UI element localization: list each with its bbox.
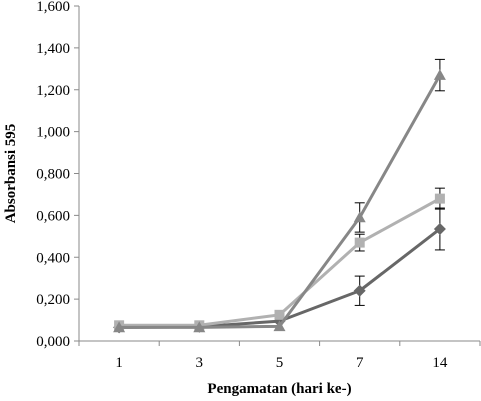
x-tick-label: 7 (356, 355, 364, 371)
y-axis-title: Absorbansi 595 (3, 124, 19, 224)
data-point-triangle (433, 69, 446, 80)
y-tick-label: 0,600 (36, 208, 70, 224)
data-point-triangle (193, 321, 206, 333)
data-point-triangle (353, 211, 366, 223)
series-line (119, 197, 441, 327)
y-tick-label: 1,600 (36, 0, 70, 15)
data-point-diamond (353, 284, 366, 297)
labels-layer: 0,000 0,200 0,400 0,600 0,800 1,000 1,200 1,400… (3, 0, 448, 397)
series-3 (113, 58, 446, 333)
axes (74, 5, 481, 346)
data-point-diamond (433, 222, 446, 235)
y-tick-label: 1,400 (36, 41, 70, 57)
data-point-square (354, 237, 365, 248)
y-tick-label: 0,800 (36, 167, 70, 183)
data-point-triangle (113, 321, 126, 333)
y-tick-label: 1,000 (36, 125, 70, 141)
data-point-square (434, 193, 445, 204)
x-tick-label: 1 (115, 355, 123, 371)
data-point-square (274, 309, 285, 320)
data-point-triangle (273, 320, 286, 332)
series-line (119, 74, 442, 329)
series-layer (113, 58, 446, 334)
x-tick-label: 5 (276, 355, 284, 371)
y-tick-label: 0,200 (36, 292, 70, 308)
x-tick-label: 14 (432, 355, 448, 371)
x-tick-label: 3 (196, 355, 204, 371)
y-tick-label: 1,200 (36, 83, 70, 99)
y-tick-label: 0,000 (36, 334, 70, 350)
series-2 (114, 187, 445, 331)
y-tick-label: 0,400 (36, 250, 70, 266)
x-axis-title: Pengamatan (hari ke-) (207, 381, 351, 397)
